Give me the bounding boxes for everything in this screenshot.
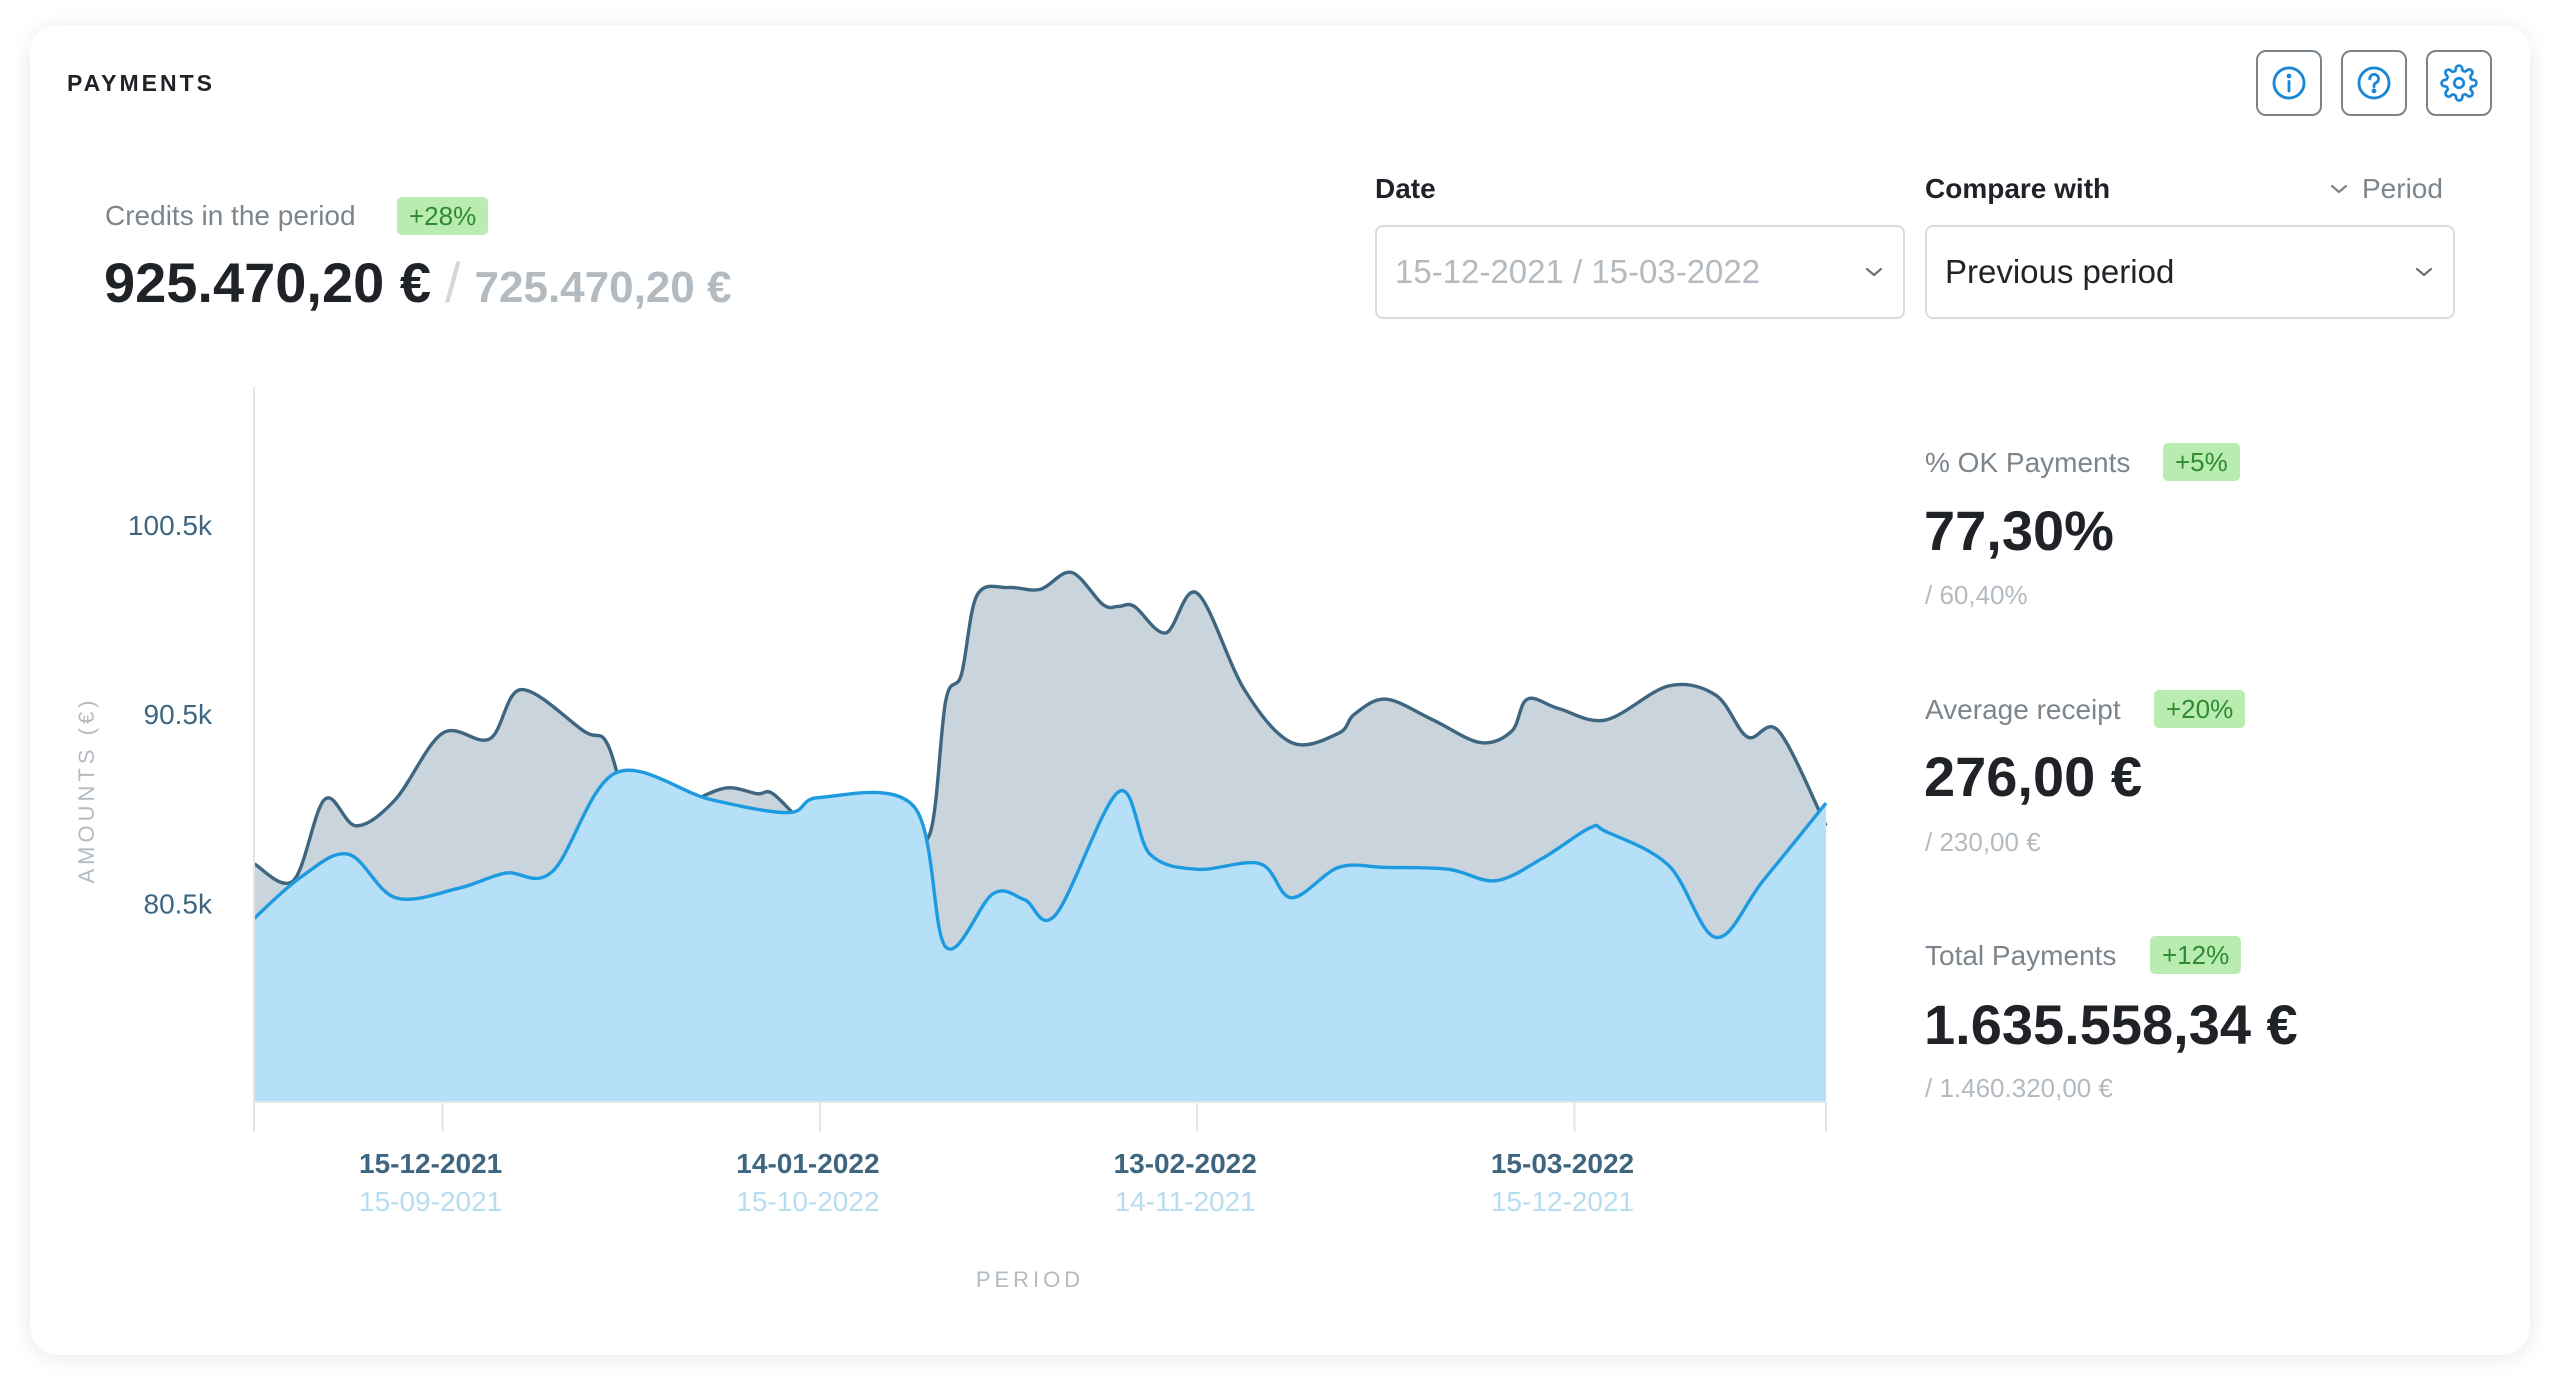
series-previous-line <box>253 570 1828 885</box>
y-tick-label: 80.5k <box>144 888 213 919</box>
info-icon <box>2272 66 2306 100</box>
y-tick-label: 100.5k <box>128 510 213 541</box>
help-button[interactable] <box>2341 50 2407 116</box>
compare-value: Previous period <box>1945 253 2175 290</box>
credits-separator: / <box>444 251 461 314</box>
kpi-total-label: Total Payments <box>1925 940 2117 971</box>
y-axis-title: AMOUNTS (€) <box>74 697 99 884</box>
help-icon <box>2357 66 2391 100</box>
kpi-ok-value: 77,30% <box>1924 499 2114 562</box>
gear-icon <box>2440 64 2478 102</box>
compare-select[interactable]: Previous period <box>1925 225 2455 319</box>
kpi-total-previous: / 1.460.320,00 € <box>1925 1073 2113 1103</box>
period-toggle[interactable]: Period <box>2328 173 2443 205</box>
x-tick-label-previous: 14-11-2021 <box>1115 1186 1256 1217</box>
date-range-select[interactable]: 15-12-2021 / 15-03-2022 <box>1375 225 1905 319</box>
x-tick-label-previous: 15-10-2022 <box>736 1186 879 1217</box>
credits-previous: 725.470,20 € <box>474 263 732 312</box>
credits-label: Credits in the period <box>105 200 356 231</box>
x-tick-label-previous: 15-12-2021 <box>1491 1186 1634 1217</box>
series-current-area <box>254 770 1826 1102</box>
kpi-average-badge: +20% <box>2154 690 2246 728</box>
settings-button[interactable] <box>2426 50 2492 116</box>
kpi-ok-label: % OK Payments <box>1925 447 2131 478</box>
y-tick-label: 90.5k <box>144 699 213 730</box>
kpi-ok-previous: / 60,40% <box>1925 580 2028 610</box>
x-tick-label: 13-02-2022 <box>1114 1148 1257 1179</box>
chevron-down-icon <box>1865 267 1883 277</box>
period-toggle-label: Period <box>2362 173 2443 204</box>
chevron-down-icon <box>2330 184 2348 194</box>
credits-current: 925.470,20 € <box>104 251 431 314</box>
x-tick-label: 14-01-2022 <box>736 1148 879 1179</box>
widget-title: PAYMENTS <box>67 70 215 96</box>
kpi-ok-badge: +5% <box>2163 443 2240 481</box>
kpi-average-label: Average receipt <box>1925 694 2121 725</box>
kpi-average-value: 276,00 € <box>1924 745 2142 808</box>
date-range-value: 15-12-2021 / 15-03-2022 <box>1395 253 1761 290</box>
credits-value: 925.470,20 €/ 725.470,20 € <box>104 250 731 315</box>
compare-label: Compare with <box>1925 173 2111 204</box>
x-tick-label-previous: 15-09-2021 <box>359 1186 502 1217</box>
info-button[interactable] <box>2256 50 2322 116</box>
x-axis-title: PERIOD <box>976 1267 1084 1292</box>
x-tick-label: 15-12-2021 <box>359 1148 502 1179</box>
series-current-line <box>252 768 1828 951</box>
chevron-down-icon <box>2415 267 2433 277</box>
x-tick-label: 15-03-2022 <box>1491 1148 1634 1179</box>
credits-change-badge: +28% <box>397 197 489 235</box>
kpi-average-previous: / 230,00 € <box>1925 827 2041 857</box>
date-label: Date <box>1375 173 1436 204</box>
kpi-total-badge: +12% <box>2150 936 2242 974</box>
kpi-total-value: 1.635.558,34 € <box>1924 993 2298 1056</box>
